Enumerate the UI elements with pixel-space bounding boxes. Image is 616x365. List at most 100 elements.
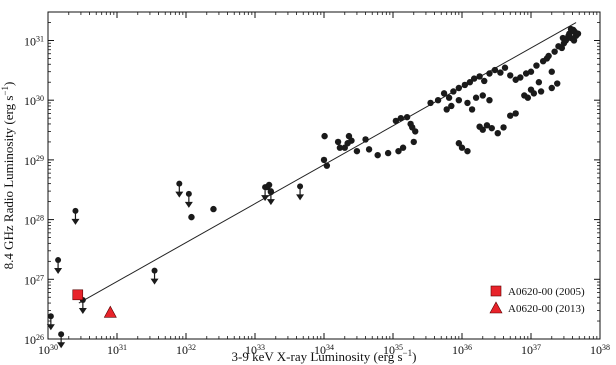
x-tick-label: 1032 — [176, 343, 196, 358]
data-point — [483, 122, 491, 129]
plot-frame — [47, 11, 601, 340]
y-axis-label: 8.4 GHz Radio Luminosity (erg s−1) — [0, 82, 16, 270]
upper-limit-point — [46, 313, 55, 331]
upper-limit-arrow — [150, 278, 159, 285]
legend-marker-triangle — [489, 301, 503, 314]
a0620-2013-point — [103, 305, 117, 318]
y-tick-label: 1031 — [24, 34, 44, 49]
data-point — [486, 96, 493, 104]
data-point — [410, 138, 417, 146]
data-point — [397, 114, 405, 122]
data-point — [488, 124, 495, 132]
upper-limit-point — [266, 188, 275, 206]
upper-limit-arrow — [184, 201, 193, 208]
data-point — [434, 96, 442, 104]
data-point — [491, 66, 499, 74]
upper-limit-arrow — [57, 342, 66, 349]
data-point — [365, 146, 373, 153]
data-point — [443, 106, 450, 113]
data-point — [517, 74, 524, 81]
data-point — [512, 110, 519, 117]
x-tick-label: 1037 — [521, 343, 541, 358]
data-point — [543, 55, 551, 62]
upper-limit-point — [296, 183, 305, 201]
data-point — [497, 69, 504, 76]
y-tick-labels: 1026 1027 1028 1029 1030 1031 — [24, 34, 44, 347]
data-point — [323, 162, 331, 169]
data-point — [527, 68, 535, 75]
data-point — [461, 81, 469, 89]
data-point — [455, 96, 463, 104]
data-point — [399, 144, 407, 151]
data-point — [537, 88, 545, 95]
data-point — [464, 147, 471, 155]
upper-limit-point — [54, 257, 63, 275]
data-point — [445, 94, 453, 101]
data-point — [522, 70, 530, 77]
x-tick-label: 1035 — [383, 343, 403, 358]
upper-limit-arrow — [78, 308, 87, 315]
data-point — [188, 213, 195, 221]
data-point — [341, 144, 348, 151]
data-point — [362, 136, 369, 143]
x-axis-label-exp: −1 — [403, 348, 413, 358]
data-point — [524, 94, 532, 101]
data-point — [336, 144, 344, 151]
data-point — [548, 84, 555, 92]
data-point — [464, 99, 471, 107]
data-point — [210, 205, 217, 213]
data-point — [494, 129, 501, 137]
upper-limit-point — [175, 180, 184, 198]
data-point — [334, 138, 342, 146]
data-point — [395, 147, 402, 155]
data-point — [472, 94, 480, 101]
data-point — [403, 113, 411, 121]
data-point — [466, 79, 474, 86]
data-point — [479, 126, 486, 133]
y-axis-label-exp: −1 — [0, 86, 10, 96]
upper-limit-arrow — [261, 195, 270, 202]
x-tick-label: 1036 — [452, 343, 472, 358]
data-point — [570, 37, 578, 44]
data-point — [448, 102, 455, 110]
data-point — [560, 40, 568, 47]
data-point — [455, 84, 463, 92]
legend: A0620-00 (2005) A0620-00 (2013) — [489, 285, 585, 315]
data-point — [455, 140, 463, 147]
data-point — [353, 147, 361, 155]
data-point — [374, 151, 381, 159]
upper-limit-point — [71, 207, 80, 225]
data-point — [458, 144, 466, 151]
data-point — [507, 72, 514, 79]
x-tick-label: 1038 — [590, 343, 610, 358]
data-point — [440, 90, 448, 97]
upper-limit-point — [150, 267, 159, 285]
data-point — [412, 128, 419, 135]
data-point — [551, 48, 558, 55]
data-point — [535, 79, 543, 86]
y-tick-label: 1028 — [24, 213, 44, 228]
x-tick-label: 1034 — [314, 343, 334, 358]
data-point — [479, 92, 486, 99]
upper-limit-arrow — [71, 218, 80, 225]
x-tick-label: 1030 — [38, 343, 58, 358]
y-tick-label: 1029 — [24, 153, 44, 168]
data-point — [486, 70, 493, 77]
data-point — [559, 34, 567, 42]
x-axis-label: 3-9 keV X-ray Luminosity (erg s−1) — [232, 348, 417, 364]
data-point — [501, 64, 509, 71]
x-tick-label: 1031 — [107, 343, 127, 358]
y-tick-label: 1030 — [24, 94, 44, 109]
data-point — [392, 117, 400, 125]
a0620-2005-point — [72, 289, 84, 301]
data-point — [468, 106, 476, 113]
upper-limit-point — [57, 331, 66, 349]
data-point — [554, 80, 561, 87]
x-tick-labels: 1030 1031 1032 1033 1034 1035 1036 1037 1038 — [38, 343, 610, 358]
data-point — [500, 124, 507, 131]
y-tick-label: 1027 — [24, 273, 44, 288]
data-point — [555, 43, 562, 50]
upper-limit-point — [261, 184, 270, 202]
legend-label: A0620-00 (2005) — [508, 286, 585, 298]
data-point — [565, 32, 572, 39]
